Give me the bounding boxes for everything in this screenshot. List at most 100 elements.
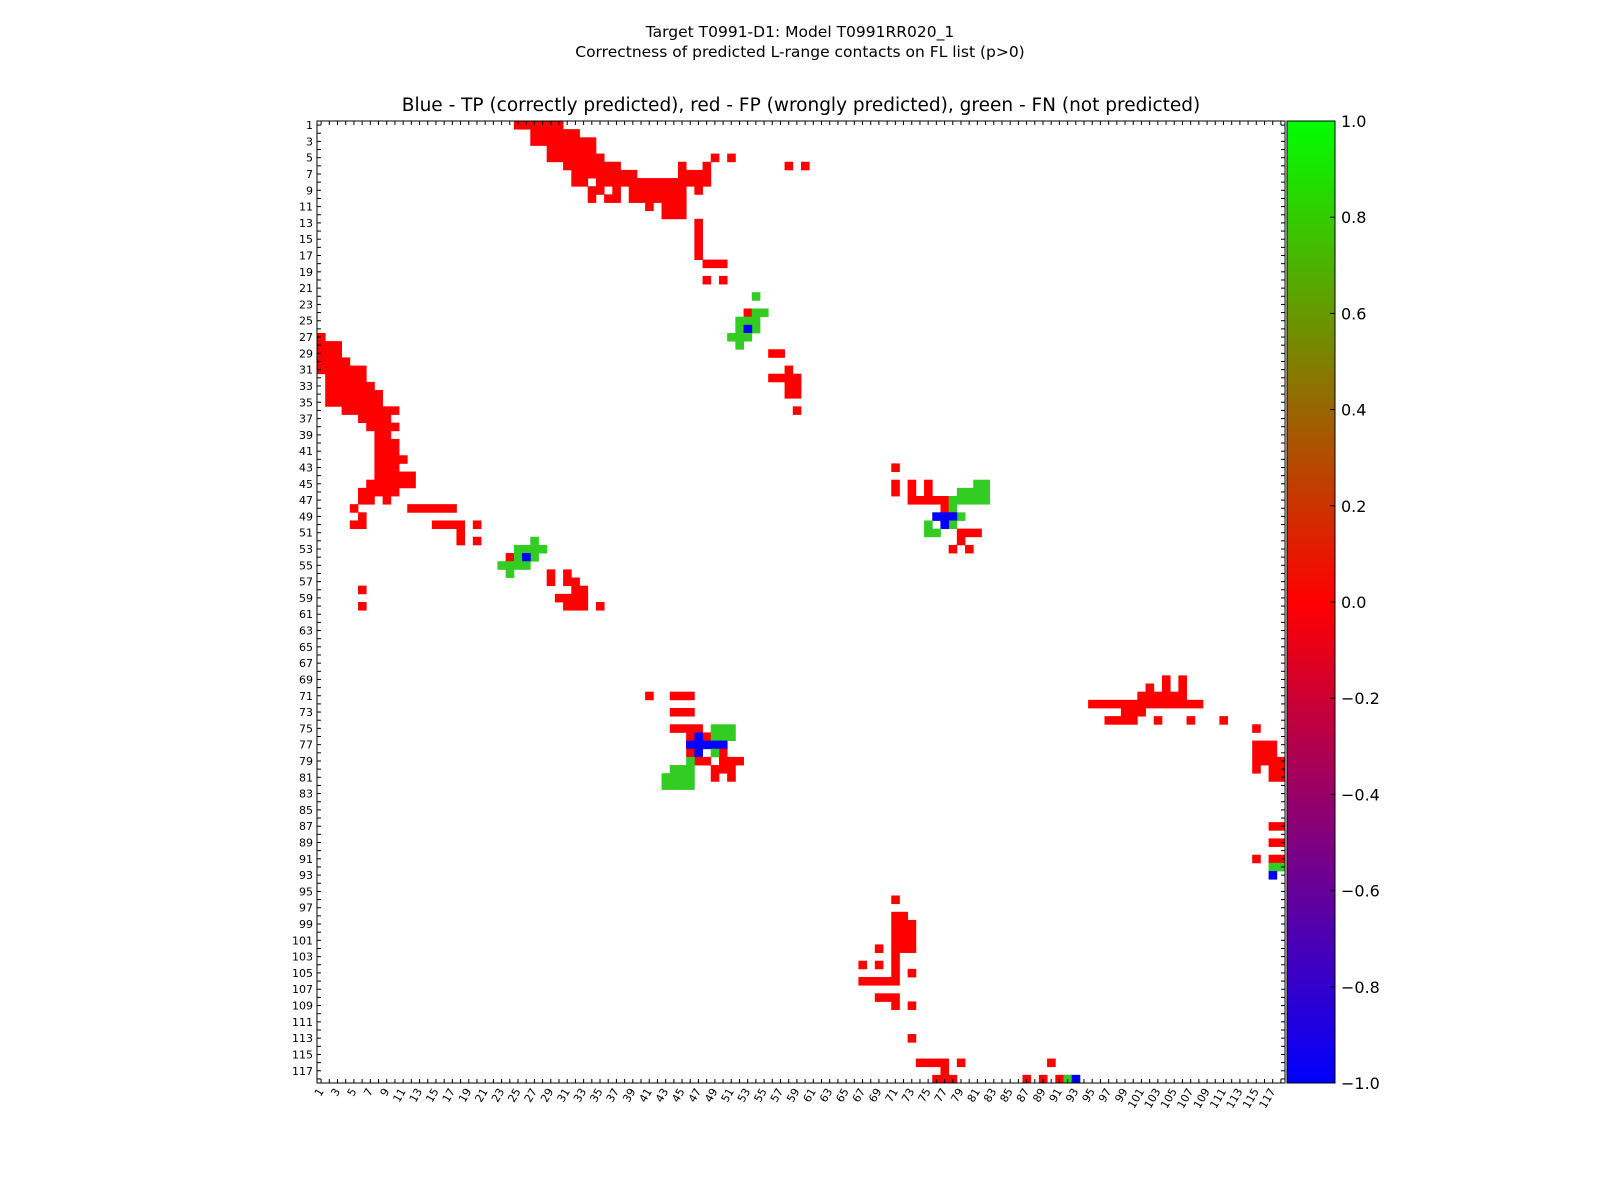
- cell-fp: [940, 1058, 950, 1068]
- cell-fp: [891, 952, 900, 962]
- cell-fp: [702, 732, 712, 741]
- y-tick-label: 105: [292, 967, 313, 980]
- cell-fp: [571, 602, 580, 611]
- cell-fp: [891, 928, 900, 937]
- cell-fp: [891, 944, 900, 953]
- cell-fp: [1268, 822, 1278, 831]
- cell-fp: [907, 479, 917, 489]
- cell-fp: [571, 161, 580, 171]
- cell-fp: [341, 406, 351, 415]
- cell-fp: [366, 479, 375, 489]
- cell-fp: [784, 161, 794, 171]
- y-tick-label: 67: [299, 657, 313, 670]
- cell-fp: [686, 707, 695, 717]
- y-tick-label: 61: [299, 608, 313, 621]
- cell-fp: [636, 194, 646, 203]
- cell-fn: [973, 496, 982, 505]
- x-tick-label: 27: [522, 1086, 540, 1105]
- cell-fp: [579, 145, 589, 155]
- cell-fn: [677, 781, 687, 790]
- cell-fp: [628, 178, 638, 187]
- cell-fp: [899, 944, 909, 953]
- y-tick-label: 73: [299, 706, 313, 719]
- cell-fp: [776, 373, 785, 383]
- cell-fp: [677, 724, 687, 733]
- cell-fn: [751, 292, 761, 301]
- cell-fp: [735, 756, 744, 766]
- cell-fp: [858, 977, 868, 986]
- cell-tp: [694, 732, 703, 741]
- cell-fp: [554, 145, 564, 155]
- y-tick-label: 83: [299, 788, 313, 801]
- cell-fp: [341, 365, 351, 375]
- cell-fp: [694, 186, 703, 195]
- cell-fp: [1137, 691, 1146, 701]
- cell-fp: [727, 773, 736, 782]
- cell-fp: [1252, 854, 1261, 864]
- cell-tp: [686, 740, 695, 750]
- cell-fp: [546, 121, 556, 130]
- cell-fp: [530, 137, 539, 146]
- y-tick-label: 57: [299, 576, 313, 589]
- cell-fp: [948, 544, 958, 554]
- cell-fn: [956, 496, 966, 505]
- cell-fp: [899, 911, 909, 921]
- cell-fp: [382, 455, 392, 464]
- cell-fn: [530, 544, 539, 554]
- y-tick-label: 33: [299, 380, 313, 393]
- cell-fp: [669, 707, 679, 717]
- cell-fp: [1120, 716, 1130, 725]
- cell-fp: [579, 153, 589, 163]
- x-tick-label: 21: [473, 1086, 491, 1105]
- cell-fp: [1268, 773, 1278, 782]
- cell-fp: [965, 528, 974, 538]
- y-tick-label: 31: [299, 364, 313, 377]
- x-tick-label: 31: [555, 1086, 573, 1105]
- cell-fp: [358, 365, 367, 375]
- cell-fp: [924, 479, 933, 489]
- cell-fp: [768, 349, 777, 358]
- cell-fp: [1268, 838, 1278, 847]
- y-tick-label: 17: [299, 250, 313, 263]
- x-tick-label: 37: [604, 1086, 622, 1105]
- cell-fp: [456, 528, 466, 538]
- cell-fp: [595, 186, 605, 195]
- cell-fp: [366, 381, 375, 391]
- cell-fp: [374, 414, 384, 424]
- cell-fp: [382, 422, 392, 432]
- cell-fp: [571, 585, 580, 595]
- x-tick-label: 75: [915, 1086, 933, 1105]
- x-tick-label: 81: [965, 1086, 983, 1105]
- cell-fp: [440, 504, 449, 513]
- y-tick-label: 101: [292, 934, 313, 947]
- cell-fp: [1145, 691, 1155, 701]
- cell-fp: [382, 406, 392, 415]
- cell-fp: [776, 349, 785, 358]
- cell-fp: [448, 504, 457, 513]
- cell-fp: [956, 528, 966, 538]
- cell-fp: [653, 186, 662, 195]
- cell-fp: [1161, 683, 1171, 693]
- cell-fp: [940, 496, 950, 505]
- cell-fp: [505, 553, 515, 562]
- cell-fp: [595, 602, 605, 611]
- cell-fp: [792, 390, 802, 399]
- cell-fp: [399, 471, 408, 481]
- x-tick-label: 9: [378, 1086, 393, 1099]
- cell-fp: [595, 178, 605, 187]
- cell-fp: [333, 398, 343, 407]
- cell-fp: [358, 602, 367, 611]
- y-tick-label: 75: [299, 722, 313, 735]
- cell-fp: [1219, 716, 1228, 725]
- cell-fp: [579, 602, 589, 611]
- cell-fp: [702, 169, 712, 179]
- cell-fp: [1252, 765, 1261, 774]
- x-tick-label: 77: [932, 1086, 950, 1105]
- cell-fp: [431, 504, 441, 513]
- cell-fp: [349, 520, 359, 530]
- cell-fp: [358, 414, 367, 424]
- y-tick-label: 43: [299, 461, 313, 474]
- cell-fp: [358, 512, 367, 521]
- y-tick-label: 29: [299, 347, 313, 360]
- cell-fn: [686, 781, 695, 790]
